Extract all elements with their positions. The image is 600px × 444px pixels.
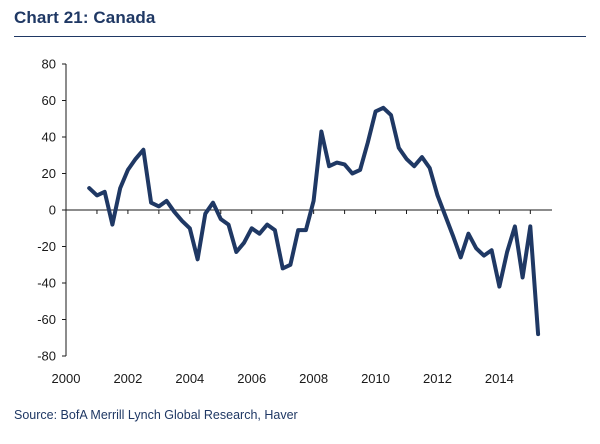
x-tick-label: 2006: [237, 371, 266, 386]
x-tick-label: 2014: [485, 371, 514, 386]
y-tick-label: 60: [42, 93, 56, 108]
source-note: Source: BofA Merrill Lynch Global Resear…: [14, 408, 298, 422]
y-tick-label: -60: [37, 312, 56, 327]
x-tick-label: 2004: [175, 371, 204, 386]
tick-labels: 80 60 40 20 0 -20 -40 -60 -80 2000 2002 2004 2006 200…: [37, 57, 514, 387]
title-rule: [14, 36, 586, 37]
y-tick-label: 20: [42, 166, 56, 181]
y-tick-label: -20: [37, 239, 56, 254]
y-tick-label: 80: [42, 57, 56, 72]
series-line: [87, 105, 541, 337]
axes: [62, 63, 552, 357]
x-tick-label: 2008: [299, 371, 328, 386]
x-tick-label: 2002: [113, 371, 142, 386]
y-tick-label: -40: [37, 276, 56, 291]
y-tick-label: -80: [37, 349, 56, 364]
x-tick-label: 2010: [361, 371, 390, 386]
chart-title: Chart 21: Canada: [14, 8, 156, 27]
y-tick-label: 0: [49, 203, 56, 218]
series-layer: [87, 105, 541, 337]
y-tick-label: 40: [42, 130, 56, 145]
x-tick-label: 2000: [52, 371, 81, 386]
x-tick-label: 2012: [423, 371, 452, 386]
